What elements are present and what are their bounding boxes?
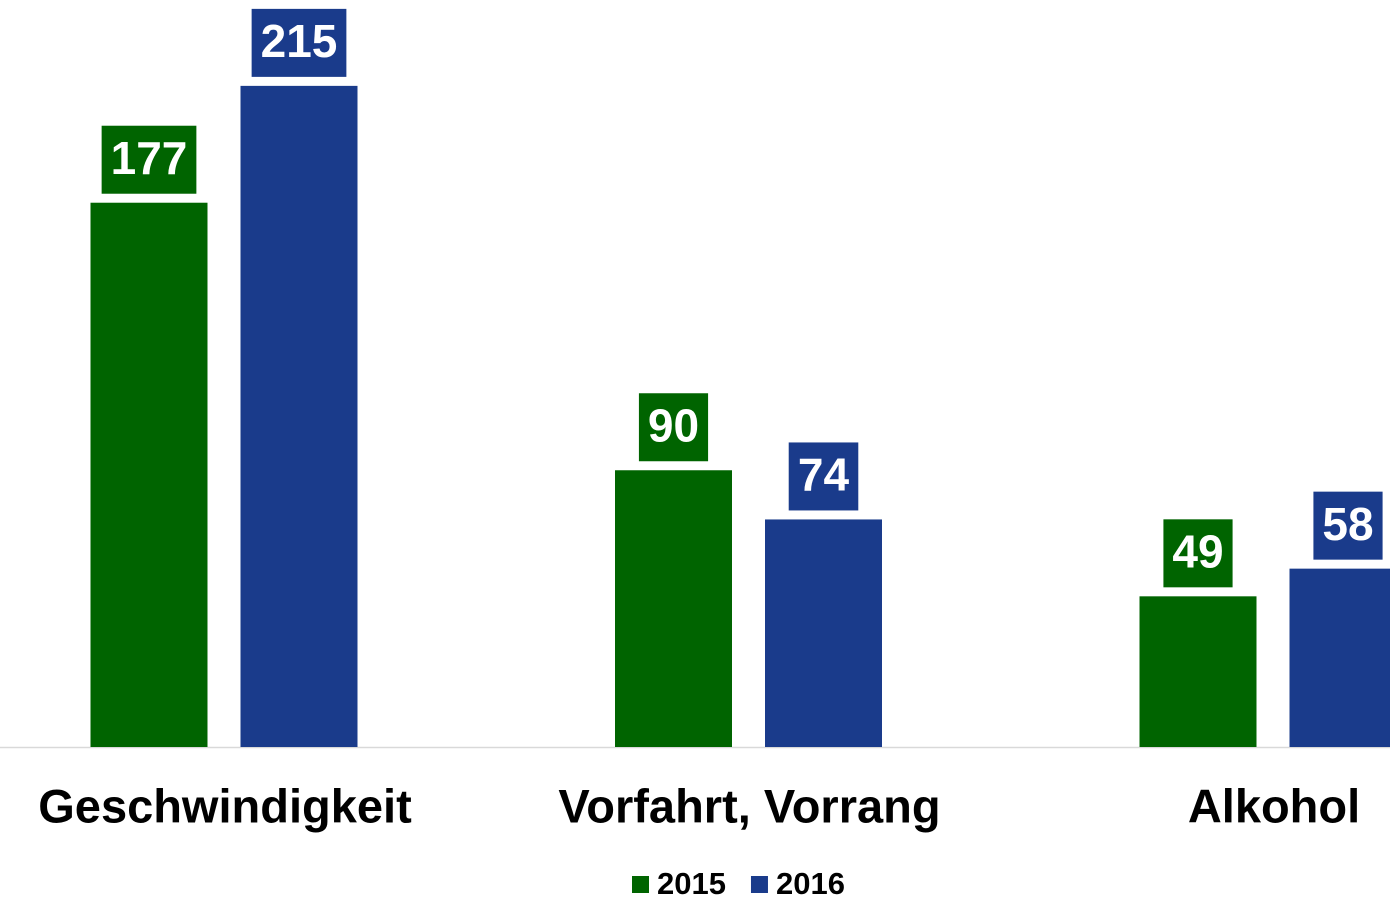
data-label: 90: [648, 399, 699, 451]
data-label: 49: [1172, 525, 1223, 577]
data-label: 74: [798, 449, 850, 501]
x-tick-label: Alkohol: [1188, 779, 1360, 832]
legend-swatch: [750, 876, 768, 893]
x-tick-label: Geschwindigkeit: [38, 779, 412, 832]
data-label-box: [786, 440, 861, 513]
bar: [1139, 596, 1257, 747]
x-tick-label: Vorfahrt, Vorrang: [558, 779, 940, 832]
legend-swatch: [632, 876, 649, 893]
bar: [240, 85, 358, 747]
data-label-box: [1311, 489, 1385, 562]
data-label-box: [636, 391, 711, 464]
data-label-box: [99, 123, 199, 196]
data-label: 215: [261, 15, 338, 67]
bar: [765, 519, 882, 747]
bar: [615, 470, 732, 747]
data-label: 58: [1322, 498, 1373, 550]
legend-label: 2016: [776, 866, 845, 900]
legend-label: 2015: [657, 866, 726, 900]
bar: [1289, 568, 1390, 747]
data-label-box: [1161, 517, 1235, 590]
data-label: 177: [111, 132, 188, 184]
data-label-box: [249, 6, 349, 79]
bar: [90, 202, 208, 748]
